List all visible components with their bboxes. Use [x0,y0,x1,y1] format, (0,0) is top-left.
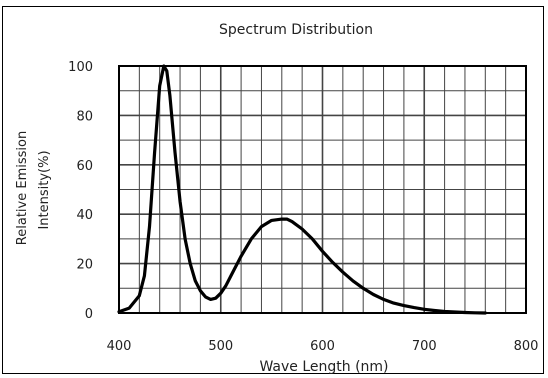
x-tick-labels: 400 500 600 700 800 [107,339,539,354]
plot-border [118,65,527,314]
y-tick-label: 40 [76,208,93,223]
x-tick-label: 800 [514,339,539,354]
y-tick-label: 80 [76,109,93,124]
y-tick-labels: 0 20 40 60 80 100 [68,60,93,322]
x-tick-label: 400 [107,339,132,354]
x-tick-label: 600 [310,339,335,354]
y-tick-label: 20 [76,258,93,273]
chart-title: Spectrum Distribution [219,22,373,38]
series-layer [117,64,487,315]
x-axis-label: Wave Length (nm) [259,359,388,375]
x-tick-label: 700 [412,339,437,354]
series-line-spectrum [117,64,487,315]
y-axis-label-line-2: Intensity(%) [37,150,52,229]
y-axis-label-line-1: Relative Emission [15,131,30,245]
x-tick-label: 500 [208,339,233,354]
y-tick-label: 0 [85,307,93,322]
y-tick-label: 60 [76,159,93,174]
y-tick-label: 100 [68,60,93,75]
